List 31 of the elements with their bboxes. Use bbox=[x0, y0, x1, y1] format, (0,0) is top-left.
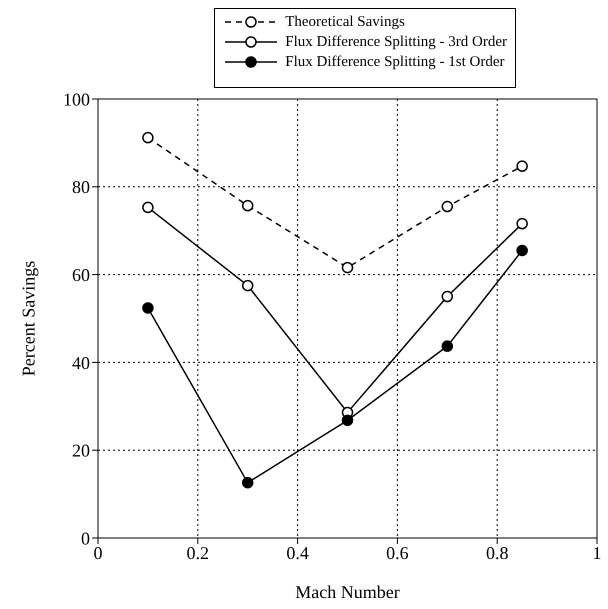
x-tick-label: 0.2 bbox=[186, 542, 210, 563]
y-axis-title: Percent Savings bbox=[18, 260, 38, 376]
point bbox=[516, 218, 528, 230]
point bbox=[242, 476, 254, 488]
y-tick-label: 40 bbox=[72, 352, 90, 373]
point bbox=[442, 200, 454, 212]
point bbox=[342, 414, 354, 426]
x-tick-label: 0 bbox=[94, 542, 102, 563]
x-tick-label: 0.8 bbox=[486, 542, 508, 563]
y-tick-label: 80 bbox=[72, 177, 90, 198]
point bbox=[516, 160, 528, 172]
point bbox=[142, 132, 154, 144]
point bbox=[142, 302, 154, 314]
x-tick-label: 1 bbox=[592, 542, 602, 563]
x-tick-label: 0.6 bbox=[386, 542, 409, 563]
y-tick-label: 100 bbox=[63, 89, 90, 110]
x-tick-label: 0.4 bbox=[286, 542, 309, 563]
point bbox=[242, 280, 254, 292]
point bbox=[342, 262, 354, 274]
point bbox=[242, 200, 254, 212]
legend-label: Flux Difference Splitting - 3rd Order bbox=[285, 33, 507, 52]
legend-label: Theoretical Savings bbox=[285, 13, 405, 32]
y-tick-label: 60 bbox=[72, 264, 90, 285]
legend-label: Flux Difference Splitting - 1st Order bbox=[285, 53, 504, 72]
point bbox=[142, 202, 154, 214]
x-axis-title: Mach Number bbox=[295, 582, 400, 602]
point bbox=[442, 290, 454, 302]
point bbox=[516, 244, 528, 256]
y-tick-label: 0 bbox=[81, 528, 90, 548]
point bbox=[442, 340, 454, 352]
y-tick-label: 20 bbox=[72, 440, 90, 461]
